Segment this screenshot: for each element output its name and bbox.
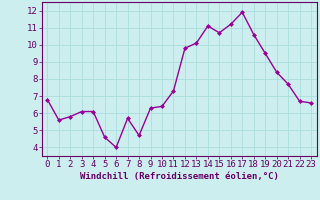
X-axis label: Windchill (Refroidissement éolien,°C): Windchill (Refroidissement éolien,°C) xyxy=(80,172,279,181)
